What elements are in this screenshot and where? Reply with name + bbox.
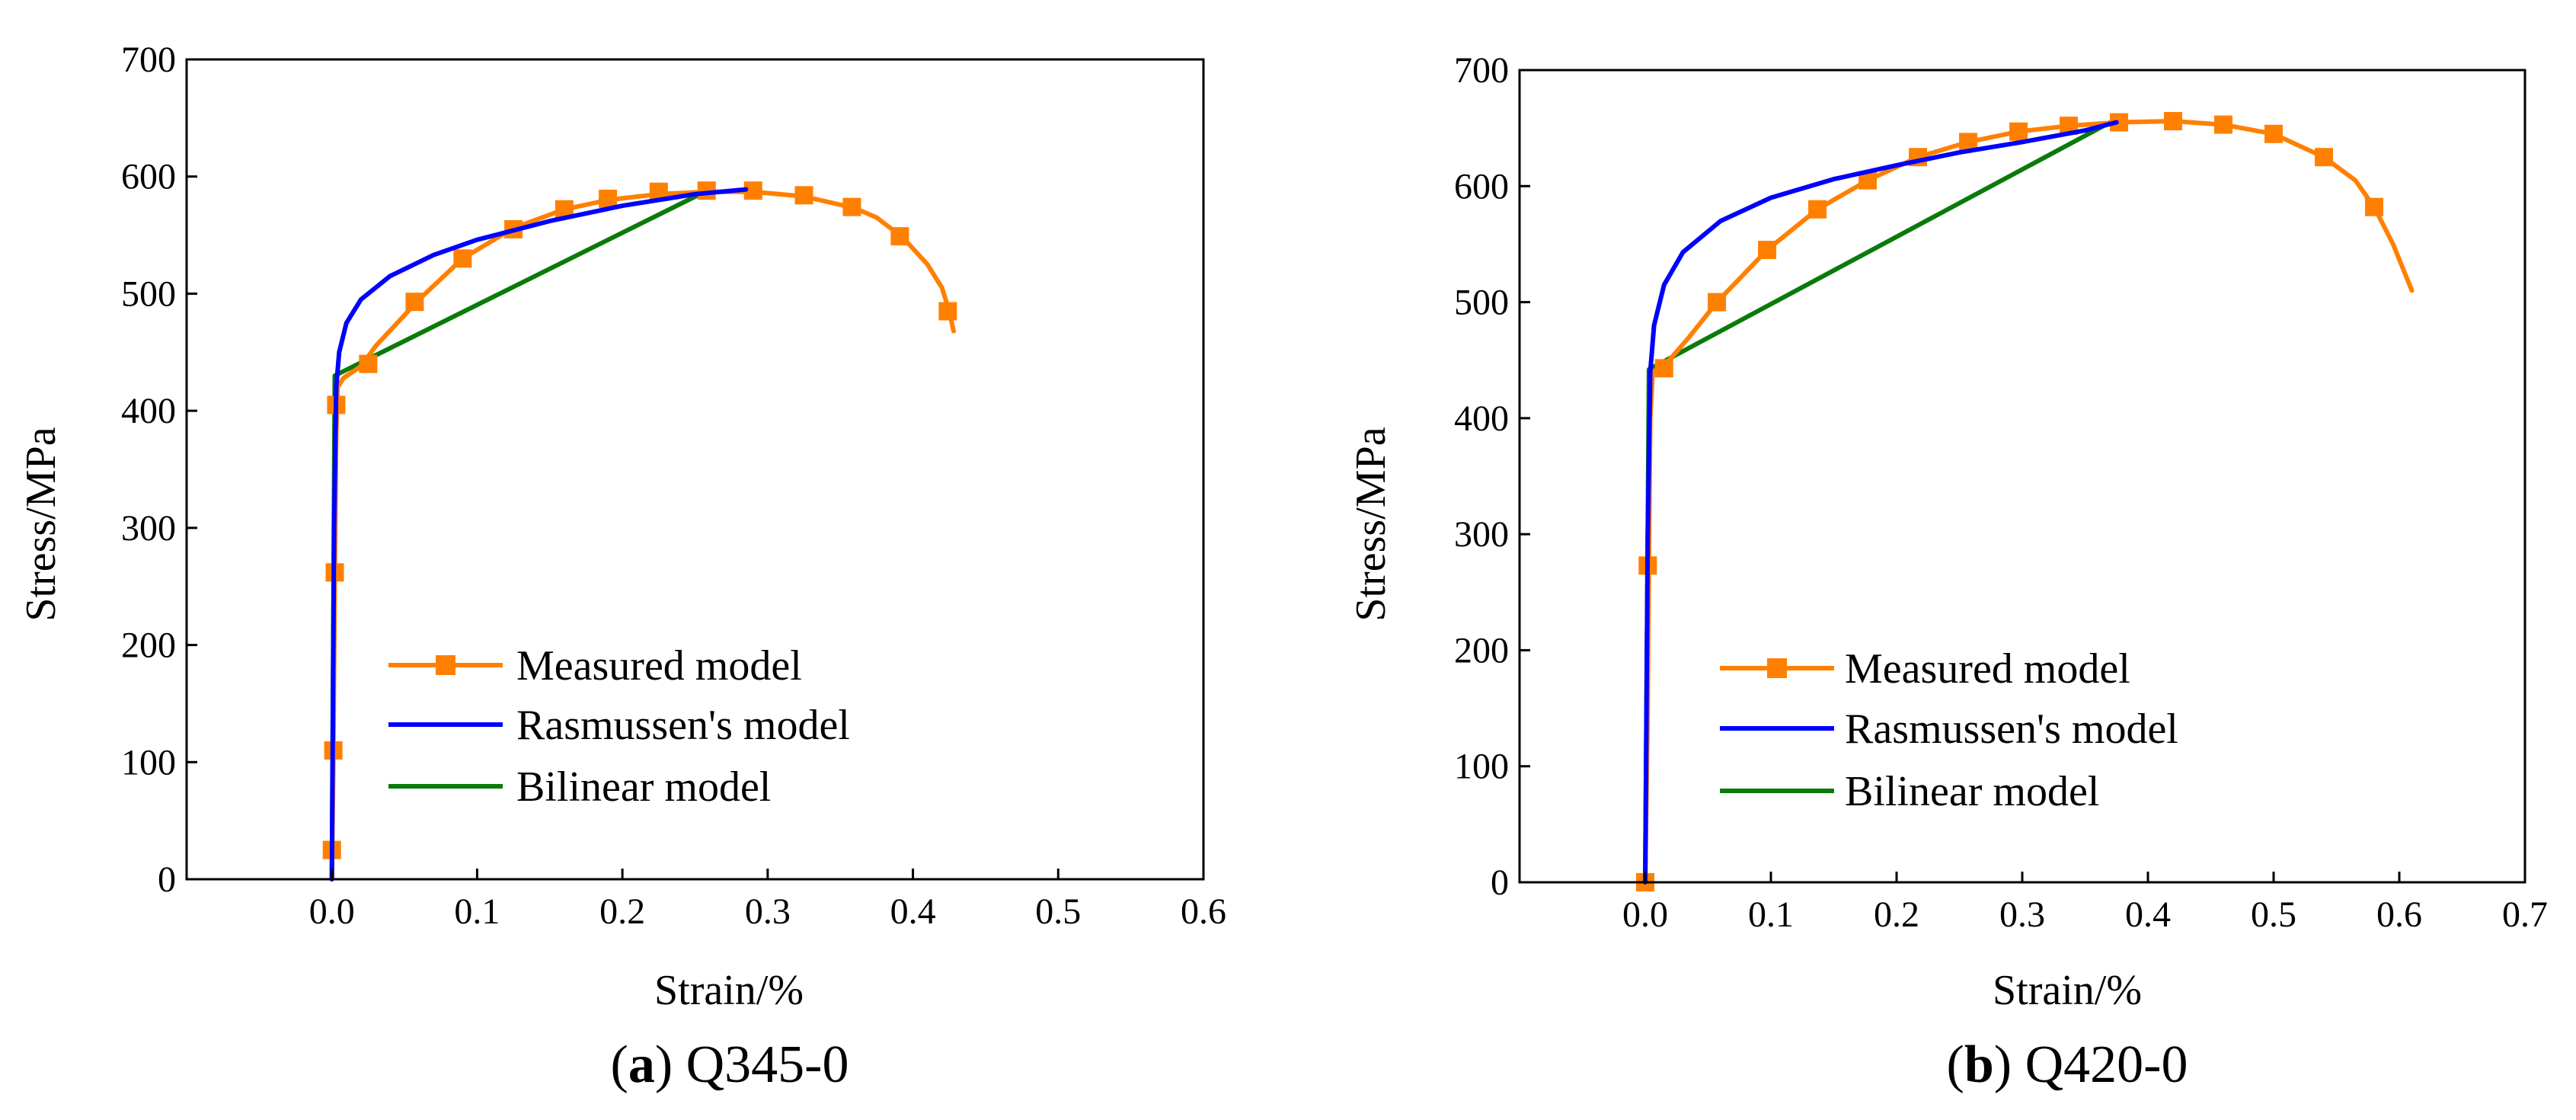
data-point-measured-model-a	[405, 293, 424, 312]
y-tick-label-a: 500	[121, 274, 176, 314]
ticks-a: 0.0 0.1 0.2 0.3 0.4 0.5 0.6 0 100 200 300 400 500 600…	[121, 40, 1226, 932]
legend-marker-measured-b	[1767, 658, 1787, 678]
data-point-measured-model-a	[359, 354, 378, 373]
y-tick-label-b: 300	[1454, 514, 1509, 555]
legend-b: Measured model Rasmussen's model Bilinea…	[1720, 645, 2178, 815]
y-axis-title-b: Stress/MPa	[1347, 427, 1395, 621]
data-point-measured-model-b	[2214, 115, 2232, 134]
x-tick-label-a: 0.0	[309, 891, 355, 932]
data-point-measured-model-b	[2009, 122, 2028, 141]
data-point-measured-model-a	[794, 186, 813, 205]
y-tick-label-b: 400	[1454, 398, 1509, 439]
data-point-measured-model-b	[2365, 197, 2383, 216]
data-point-measured-model-b	[2164, 112, 2182, 131]
x-tick-label-a: 0.3	[745, 891, 791, 932]
x-tick-label-b: 0.2	[1874, 894, 1919, 935]
y-tick-label-b: 0	[1491, 862, 1509, 903]
caption-text-b: Q420-0	[2012, 1035, 2188, 1094]
legend-a: Measured model Rasmussen's model Bilinea…	[388, 642, 850, 811]
chart-panel-a: 0.0 0.1 0.2 0.3 0.4 0.5 0.6 0 100 200 300 400 500 600…	[18, 40, 1226, 1094]
caption-close-b: )	[1994, 1035, 2012, 1094]
x-tick-label-b: 0.7	[2502, 894, 2548, 935]
y-tick-label-a: 100	[121, 742, 176, 782]
x-tick-label-a: 0.6	[1181, 891, 1226, 932]
y-tick-label-a: 400	[121, 391, 176, 431]
y-tick-label-b: 500	[1454, 283, 1509, 323]
x-tick-label-a: 0.2	[599, 891, 645, 932]
x-axis-title-b: Strain/%	[1993, 967, 2142, 1014]
y-axis-title-a: Stress/MPa	[18, 427, 65, 621]
x-tick-label-b: 0.4	[2125, 894, 2171, 935]
y-tick-label-b: 600	[1454, 166, 1509, 206]
series-line-rasmussen-s-model-b	[1643, 120, 2119, 885]
caption-open-b: (	[1947, 1035, 1964, 1094]
legend-label-bilinear-a: Bilinear model	[516, 763, 771, 811]
x-tick-label-b: 0.5	[2251, 894, 2296, 935]
plot-frame-a	[185, 58, 1205, 881]
x-tick-label-b: 0.6	[2376, 894, 2422, 935]
x-axis-title-a: Strain/%	[654, 967, 804, 1014]
data-point-measured-model-b	[1654, 359, 1673, 378]
legend-label-rasmussen-b: Rasmussen's model	[1845, 706, 2178, 753]
data-point-measured-model-a	[842, 197, 861, 216]
caption-text-a: Q345-0	[673, 1035, 849, 1094]
y-tick-label-b: 200	[1454, 630, 1509, 670]
x-tick-label-a: 0.4	[890, 891, 936, 932]
data-point-measured-model-a	[599, 189, 618, 208]
data-point-measured-model-b	[1758, 241, 1777, 260]
x-tick-label-a: 0.5	[1035, 891, 1081, 932]
x-tick-label-b: 0.3	[1999, 894, 2045, 935]
chart-panel-b: 0.0 0.1 0.2 0.3 0.4 0.5 0.6 0.7 0 100 200 300 400 500…	[1347, 50, 2548, 1094]
ticks-b: 0.0 0.1 0.2 0.3 0.4 0.5 0.6 0.7 0 100 200 300 400 500…	[1454, 50, 2548, 935]
caption-letter-b: b	[1964, 1035, 1994, 1094]
series-layer-a	[322, 181, 957, 882]
caption-close-a: )	[655, 1035, 673, 1094]
legend-marker-measured-a	[436, 655, 455, 675]
y-tick-label-a: 700	[121, 40, 176, 80]
data-point-measured-model-b	[2264, 124, 2283, 143]
caption-a: (a) Q345-0	[611, 1035, 849, 1094]
x-tick-label-a: 0.1	[454, 891, 500, 932]
caption-open-a: (	[611, 1035, 628, 1094]
data-point-measured-model-a	[938, 302, 957, 321]
data-point-measured-model-b	[1708, 293, 1727, 312]
x-tick-label-b: 0.0	[1622, 894, 1668, 935]
legend-label-measured-a: Measured model	[516, 642, 802, 690]
x-tick-label-b: 0.1	[1748, 894, 1794, 935]
y-tick-label-a: 600	[121, 157, 176, 197]
y-tick-label-a: 200	[121, 626, 176, 666]
legend-label-measured-b: Measured model	[1845, 645, 2130, 693]
y-tick-label-b: 700	[1454, 50, 1509, 91]
legend-label-bilinear-b: Bilinear model	[1845, 768, 2099, 815]
caption-letter-a: a	[628, 1035, 655, 1094]
y-tick-label-a: 300	[121, 508, 176, 549]
plot-frame-b	[1518, 69, 2526, 884]
data-point-measured-model-b	[2315, 148, 2333, 167]
data-point-measured-model-a	[453, 249, 472, 268]
caption-b: (b) Q420-0	[1947, 1035, 2188, 1094]
data-point-measured-model-b	[1808, 200, 1827, 219]
y-tick-label-b: 100	[1454, 747, 1509, 787]
data-point-measured-model-a	[890, 227, 909, 246]
series-line-rasmussen-s-model-a	[329, 187, 749, 882]
y-tick-label-a: 0	[158, 859, 176, 900]
legend-label-rasmussen-a: Rasmussen's model	[516, 702, 850, 749]
